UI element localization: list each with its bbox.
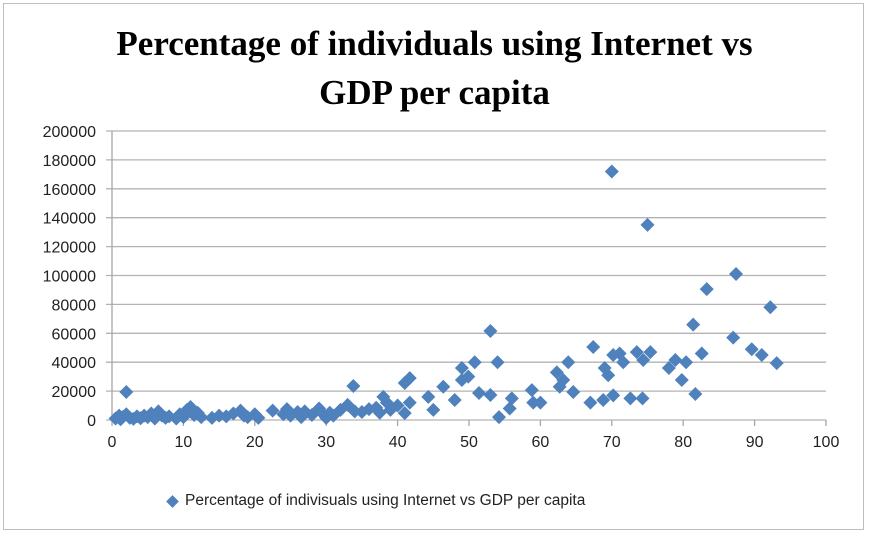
data-point [502,401,517,416]
x-tick-label: 50 [460,434,478,451]
data-point [390,398,405,413]
data-point [596,393,611,408]
data-point [769,356,784,371]
data-point [421,389,436,404]
data-point [694,346,709,361]
data-point [661,360,676,375]
data-point [744,342,759,357]
data-point [461,369,476,384]
data-point [699,282,714,297]
data-point [504,391,519,406]
y-tick-label: 180000 [43,153,96,170]
data-point [629,345,644,360]
data-point [491,410,506,425]
x-tick-label: 20 [246,434,264,451]
data-point [729,267,744,282]
data-point [636,353,651,368]
y-tick-label: 200000 [43,124,96,141]
data-point [526,395,541,410]
data-point [674,372,689,387]
x-tick-label: 0 [108,434,117,451]
y-tick-label: 140000 [43,211,96,228]
data-point [454,360,469,375]
legend: Percentage of indivisuals using Internet… [166,492,586,510]
data-point [119,384,134,399]
data-point [635,391,650,406]
data-point [251,410,266,425]
x-tick-label: 10 [175,434,193,451]
data-point [643,345,658,360]
x-tick-label: 60 [532,434,550,451]
data-point [402,371,417,386]
data-point [668,353,683,368]
x-tick-label: 70 [603,434,621,451]
data-point [640,217,655,232]
y-tick-label: 100000 [43,269,96,286]
x-tick-label: 80 [674,434,692,451]
data-point [763,300,778,315]
data-point [679,355,694,370]
y-tick-label: 120000 [43,240,96,257]
data-point [583,395,598,410]
data-point [265,403,280,418]
data-point [471,385,486,400]
y-tick-label: 160000 [43,182,96,199]
legend-label: Percentage of indivisuals using Internet… [185,492,586,509]
data-point [686,317,701,332]
chart-border [3,3,864,530]
x-tick-label: 90 [746,434,764,451]
data-point [397,406,412,421]
data-point [616,355,631,370]
y-tick-label: 0 [87,413,96,430]
data-point [426,402,441,417]
y-tick-label: 40000 [52,355,97,372]
data-point [372,405,387,420]
legend-marker-icon [166,494,179,508]
data-point [566,384,581,399]
data-point [561,355,576,370]
x-tick-label: 30 [317,434,335,451]
data-point [606,388,621,403]
data-point [726,330,741,345]
data-point [604,164,619,179]
data-point [467,355,482,370]
data-point [447,393,462,408]
data-point [586,340,601,355]
data-point [490,355,505,370]
data-point [194,410,209,425]
data-point [533,395,548,410]
y-tick-label: 80000 [52,297,97,314]
data-point [402,395,417,410]
data-point [623,391,638,406]
chart-title-line-2: GDP per capita [319,73,550,112]
data-point [556,372,571,387]
y-tick-label: 20000 [52,384,97,401]
chart-title-line-1: Percentage of individuals using Internet… [116,24,753,63]
data-point [436,379,451,394]
data-point [549,365,564,380]
data-point [688,386,703,401]
x-tick-label: 100 [813,434,840,451]
data-point [601,368,616,383]
data-point [754,347,769,362]
data-point [524,383,539,398]
y-tick-label: 60000 [52,326,97,343]
x-tick-label: 40 [389,434,407,451]
data-point [483,388,498,403]
data-point [346,379,361,394]
data-point [483,323,498,338]
